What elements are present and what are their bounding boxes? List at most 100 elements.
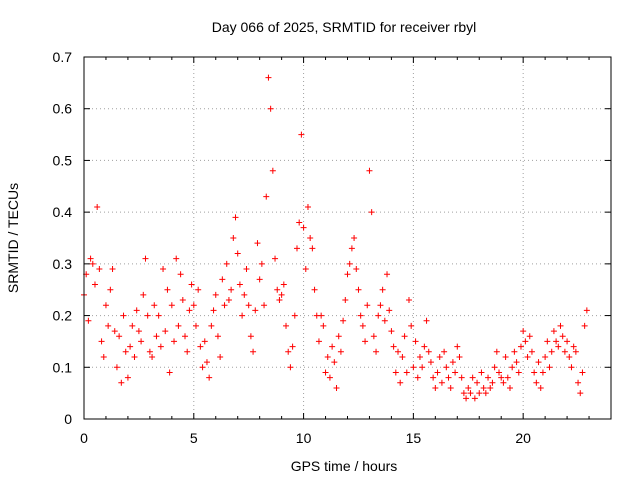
data-point [441, 348, 448, 355]
data-point [542, 353, 549, 360]
data-point [561, 348, 568, 355]
data-point [160, 266, 167, 273]
data-point [368, 209, 375, 216]
data-point [348, 245, 355, 252]
data-point [370, 333, 377, 340]
data-point [203, 359, 210, 366]
data-point [553, 338, 560, 345]
data-point [171, 338, 178, 345]
data-point [447, 384, 454, 391]
data-point [142, 255, 149, 262]
data-point [548, 348, 555, 355]
data-point [403, 369, 410, 376]
data-point [515, 369, 522, 376]
data-point [179, 297, 186, 304]
data-point [267, 105, 274, 112]
data-point [550, 328, 557, 335]
data-point [151, 302, 158, 309]
data-point [111, 328, 118, 335]
data-point [386, 307, 393, 314]
x-tick-label: 0 [80, 430, 88, 446]
data-point [131, 353, 138, 360]
data-point [269, 167, 276, 174]
data-point [500, 379, 507, 386]
data-point [276, 297, 283, 304]
data-point [496, 369, 503, 376]
data-point [116, 333, 123, 340]
data-point [467, 390, 474, 397]
data-point [392, 369, 399, 376]
data-point [377, 302, 384, 309]
data-point [557, 322, 564, 329]
data-point [146, 348, 153, 355]
data-point [388, 328, 395, 335]
data-point [526, 333, 533, 340]
data-point [498, 374, 505, 381]
plot-frame [83, 56, 612, 420]
data-point [401, 333, 408, 340]
data-point [199, 364, 206, 371]
data-point [443, 364, 450, 371]
data-point [225, 297, 232, 304]
data-point [177, 271, 184, 278]
data-point [184, 348, 191, 355]
data-point [537, 384, 544, 391]
data-point [173, 255, 180, 262]
data-point [460, 390, 467, 397]
data-point [210, 307, 217, 314]
data-point [300, 224, 307, 231]
data-point [96, 266, 103, 273]
data-point [555, 343, 562, 350]
data-point [256, 276, 263, 283]
data-point [250, 348, 257, 355]
data-point [102, 302, 109, 309]
data-point [364, 302, 371, 309]
data-point [340, 317, 347, 324]
data-point [333, 384, 340, 391]
x-tick-label: 20 [515, 430, 531, 446]
data-point [223, 260, 230, 267]
data-point [122, 348, 129, 355]
grid-lines [84, 57, 611, 419]
data-point [85, 317, 92, 324]
data-point [454, 343, 461, 350]
data-point [144, 312, 151, 319]
data-point [298, 131, 305, 138]
data-point [395, 348, 402, 355]
data-point [366, 167, 373, 174]
data-point [430, 374, 437, 381]
data-point [408, 322, 415, 329]
data-point [278, 291, 285, 298]
data-points [81, 74, 590, 402]
data-point [583, 307, 590, 314]
data-point [458, 374, 465, 381]
data-point [524, 353, 531, 360]
data-point [265, 74, 272, 81]
data-point [206, 374, 213, 381]
data-point [517, 343, 524, 350]
data-point [105, 322, 112, 329]
data-point [456, 353, 463, 360]
data-point [351, 235, 358, 241]
x-tick-label: 5 [190, 430, 198, 446]
data-point [190, 302, 197, 309]
data-point [480, 384, 487, 391]
data-point [344, 271, 351, 278]
data-point [559, 333, 566, 340]
y-tick-label: 0 [64, 411, 72, 427]
data-point [471, 395, 478, 402]
data-point [509, 364, 516, 371]
data-point [140, 291, 147, 298]
data-point [346, 260, 353, 267]
y-tick-label: 0.2 [53, 308, 73, 324]
data-point [493, 348, 500, 355]
data-point [168, 302, 175, 309]
data-point [296, 219, 303, 226]
data-point [427, 359, 434, 366]
data-point [359, 322, 366, 329]
data-point [280, 281, 287, 288]
data-point [318, 312, 325, 319]
data-point [124, 374, 131, 381]
data-point [91, 281, 98, 288]
